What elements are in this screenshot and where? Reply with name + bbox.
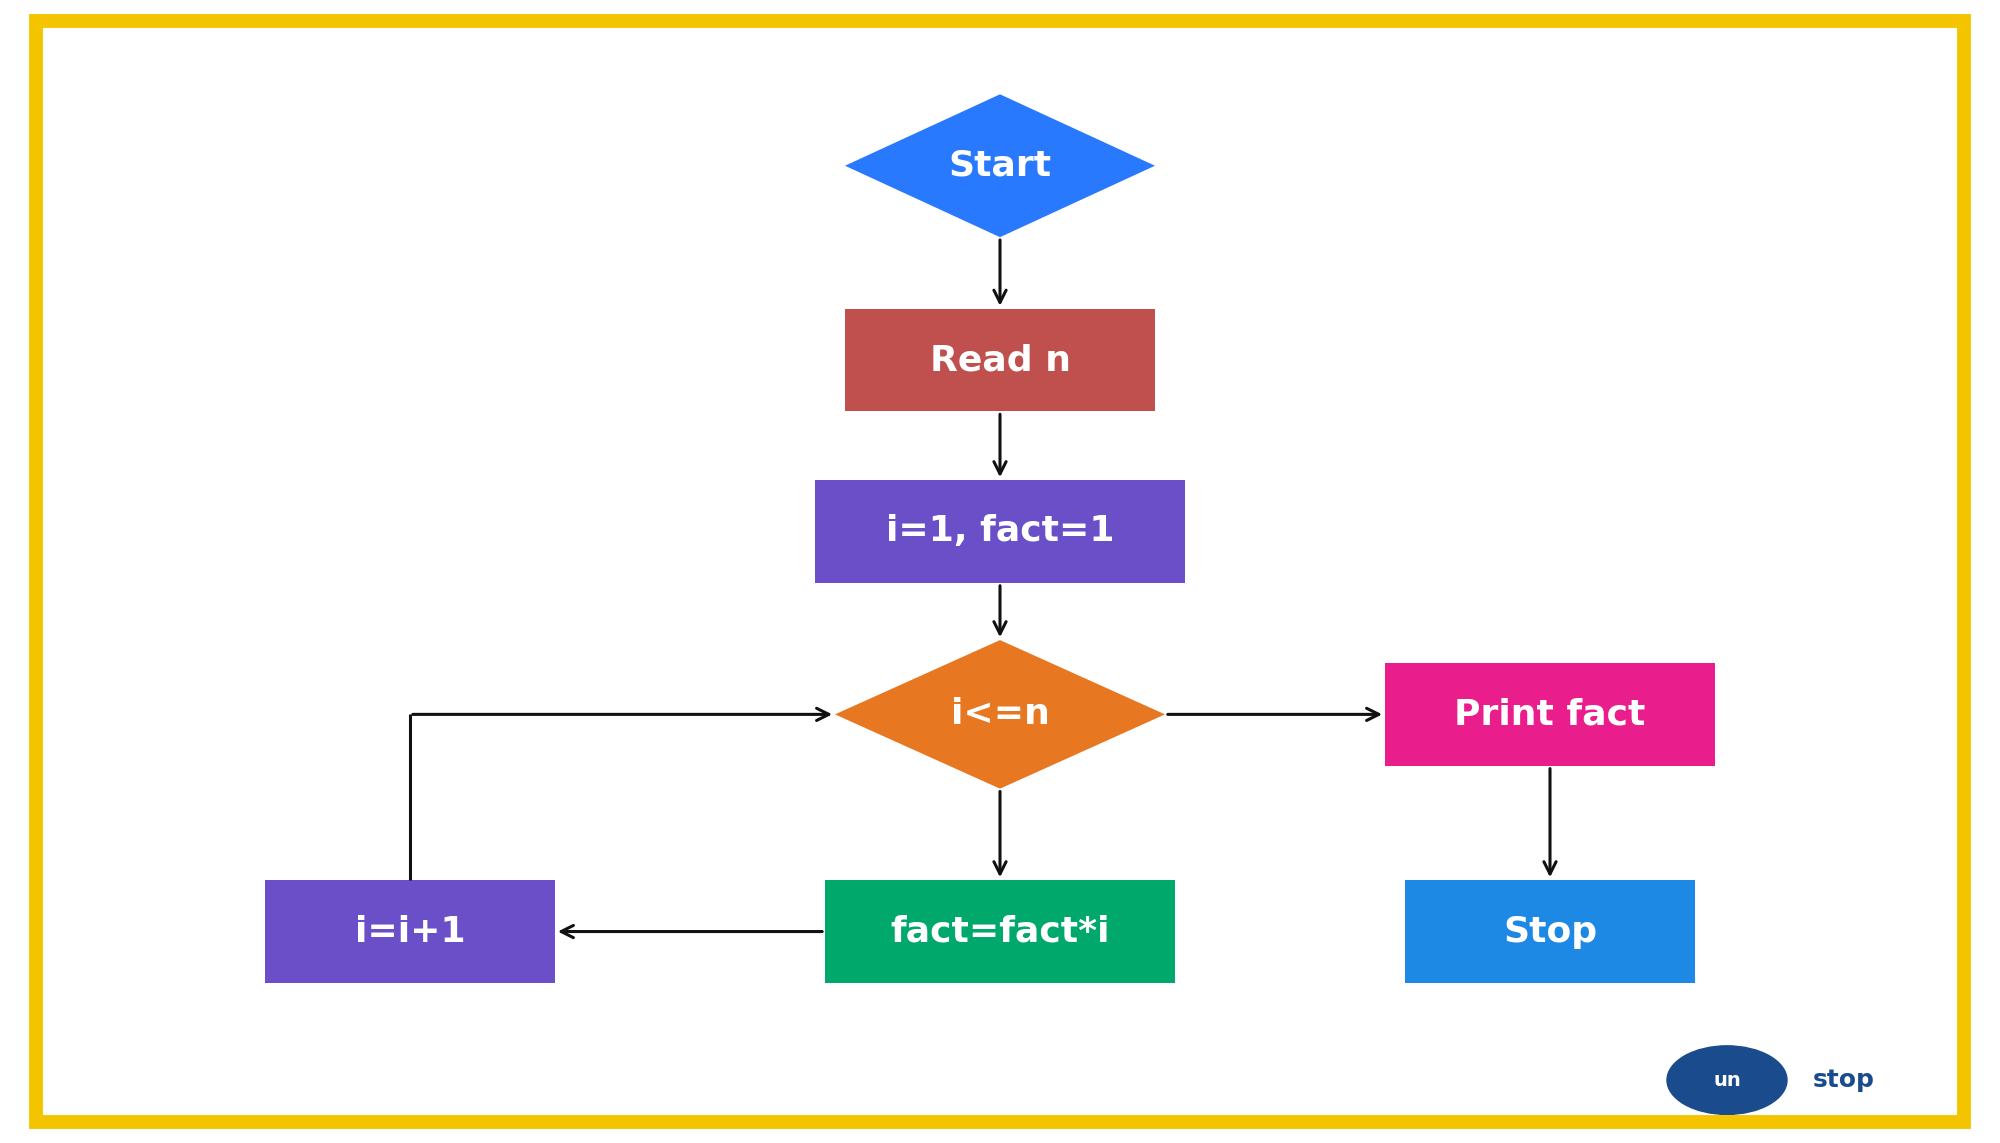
FancyBboxPatch shape	[1404, 880, 1696, 983]
Text: Stop: Stop	[1502, 914, 1598, 949]
Text: Print fact: Print fact	[1454, 697, 1646, 732]
Text: i<=n: i<=n	[950, 697, 1050, 732]
FancyBboxPatch shape	[264, 880, 554, 983]
Text: Read n: Read n	[930, 343, 1070, 377]
Text: i=1, fact=1: i=1, fact=1	[886, 514, 1114, 549]
Text: fact=fact*i: fact=fact*i	[890, 914, 1110, 949]
Text: Start: Start	[948, 149, 1052, 183]
FancyBboxPatch shape	[1384, 663, 1716, 766]
Text: un: un	[1714, 1071, 1740, 1089]
FancyBboxPatch shape	[844, 309, 1156, 411]
FancyBboxPatch shape	[826, 880, 1174, 983]
Text: i=i+1: i=i+1	[354, 914, 466, 949]
Polygon shape	[844, 95, 1156, 238]
Polygon shape	[836, 640, 1164, 789]
Circle shape	[1668, 1046, 1788, 1114]
FancyBboxPatch shape	[816, 480, 1184, 583]
Text: stop: stop	[1814, 1069, 1874, 1092]
